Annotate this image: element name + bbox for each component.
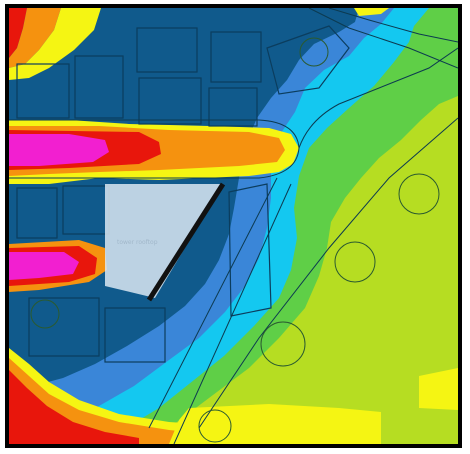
pale-building-panel [105, 184, 223, 298]
road-line [328, 8, 458, 43]
building [266, 25, 350, 95]
road-line [308, 8, 458, 69]
building [228, 183, 272, 317]
road-line [198, 117, 458, 429]
zone-top-orange [9, 8, 61, 68]
tree-icon [398, 173, 440, 215]
zone-corner-yellow [419, 368, 458, 410]
zone-arc-red [9, 370, 139, 444]
building [104, 307, 166, 363]
tree-icon [334, 241, 376, 283]
tree-icon [30, 299, 60, 329]
building-outlines [16, 25, 350, 363]
tree-icon [198, 409, 232, 443]
building [74, 55, 124, 119]
tree-icon [260, 321, 306, 367]
road-line [173, 183, 292, 444]
building-label: tower rooftop [117, 239, 158, 246]
building [210, 31, 262, 83]
building [138, 77, 202, 125]
tree-symbols [30, 37, 440, 443]
zone-plume2-magenta [9, 252, 79, 280]
noise-barrier-line [146, 182, 226, 302]
zone-road-magenta [9, 134, 109, 166]
zone-top-yellow [9, 8, 101, 80]
building [16, 63, 70, 119]
zone-bottom-yellow [169, 404, 381, 444]
road-lines [9, 8, 458, 444]
map-frame: tower rooftop [5, 4, 462, 448]
tree-icon [299, 37, 329, 67]
zone-top-yellow-right [354, 8, 389, 16]
building [16, 187, 58, 239]
building [136, 27, 198, 73]
noise-heatmap: tower rooftop [9, 8, 458, 444]
road-line [148, 177, 278, 429]
zone-top-red [9, 8, 27, 58]
building [208, 87, 258, 127]
road-line [298, 47, 458, 149]
building [28, 297, 100, 357]
